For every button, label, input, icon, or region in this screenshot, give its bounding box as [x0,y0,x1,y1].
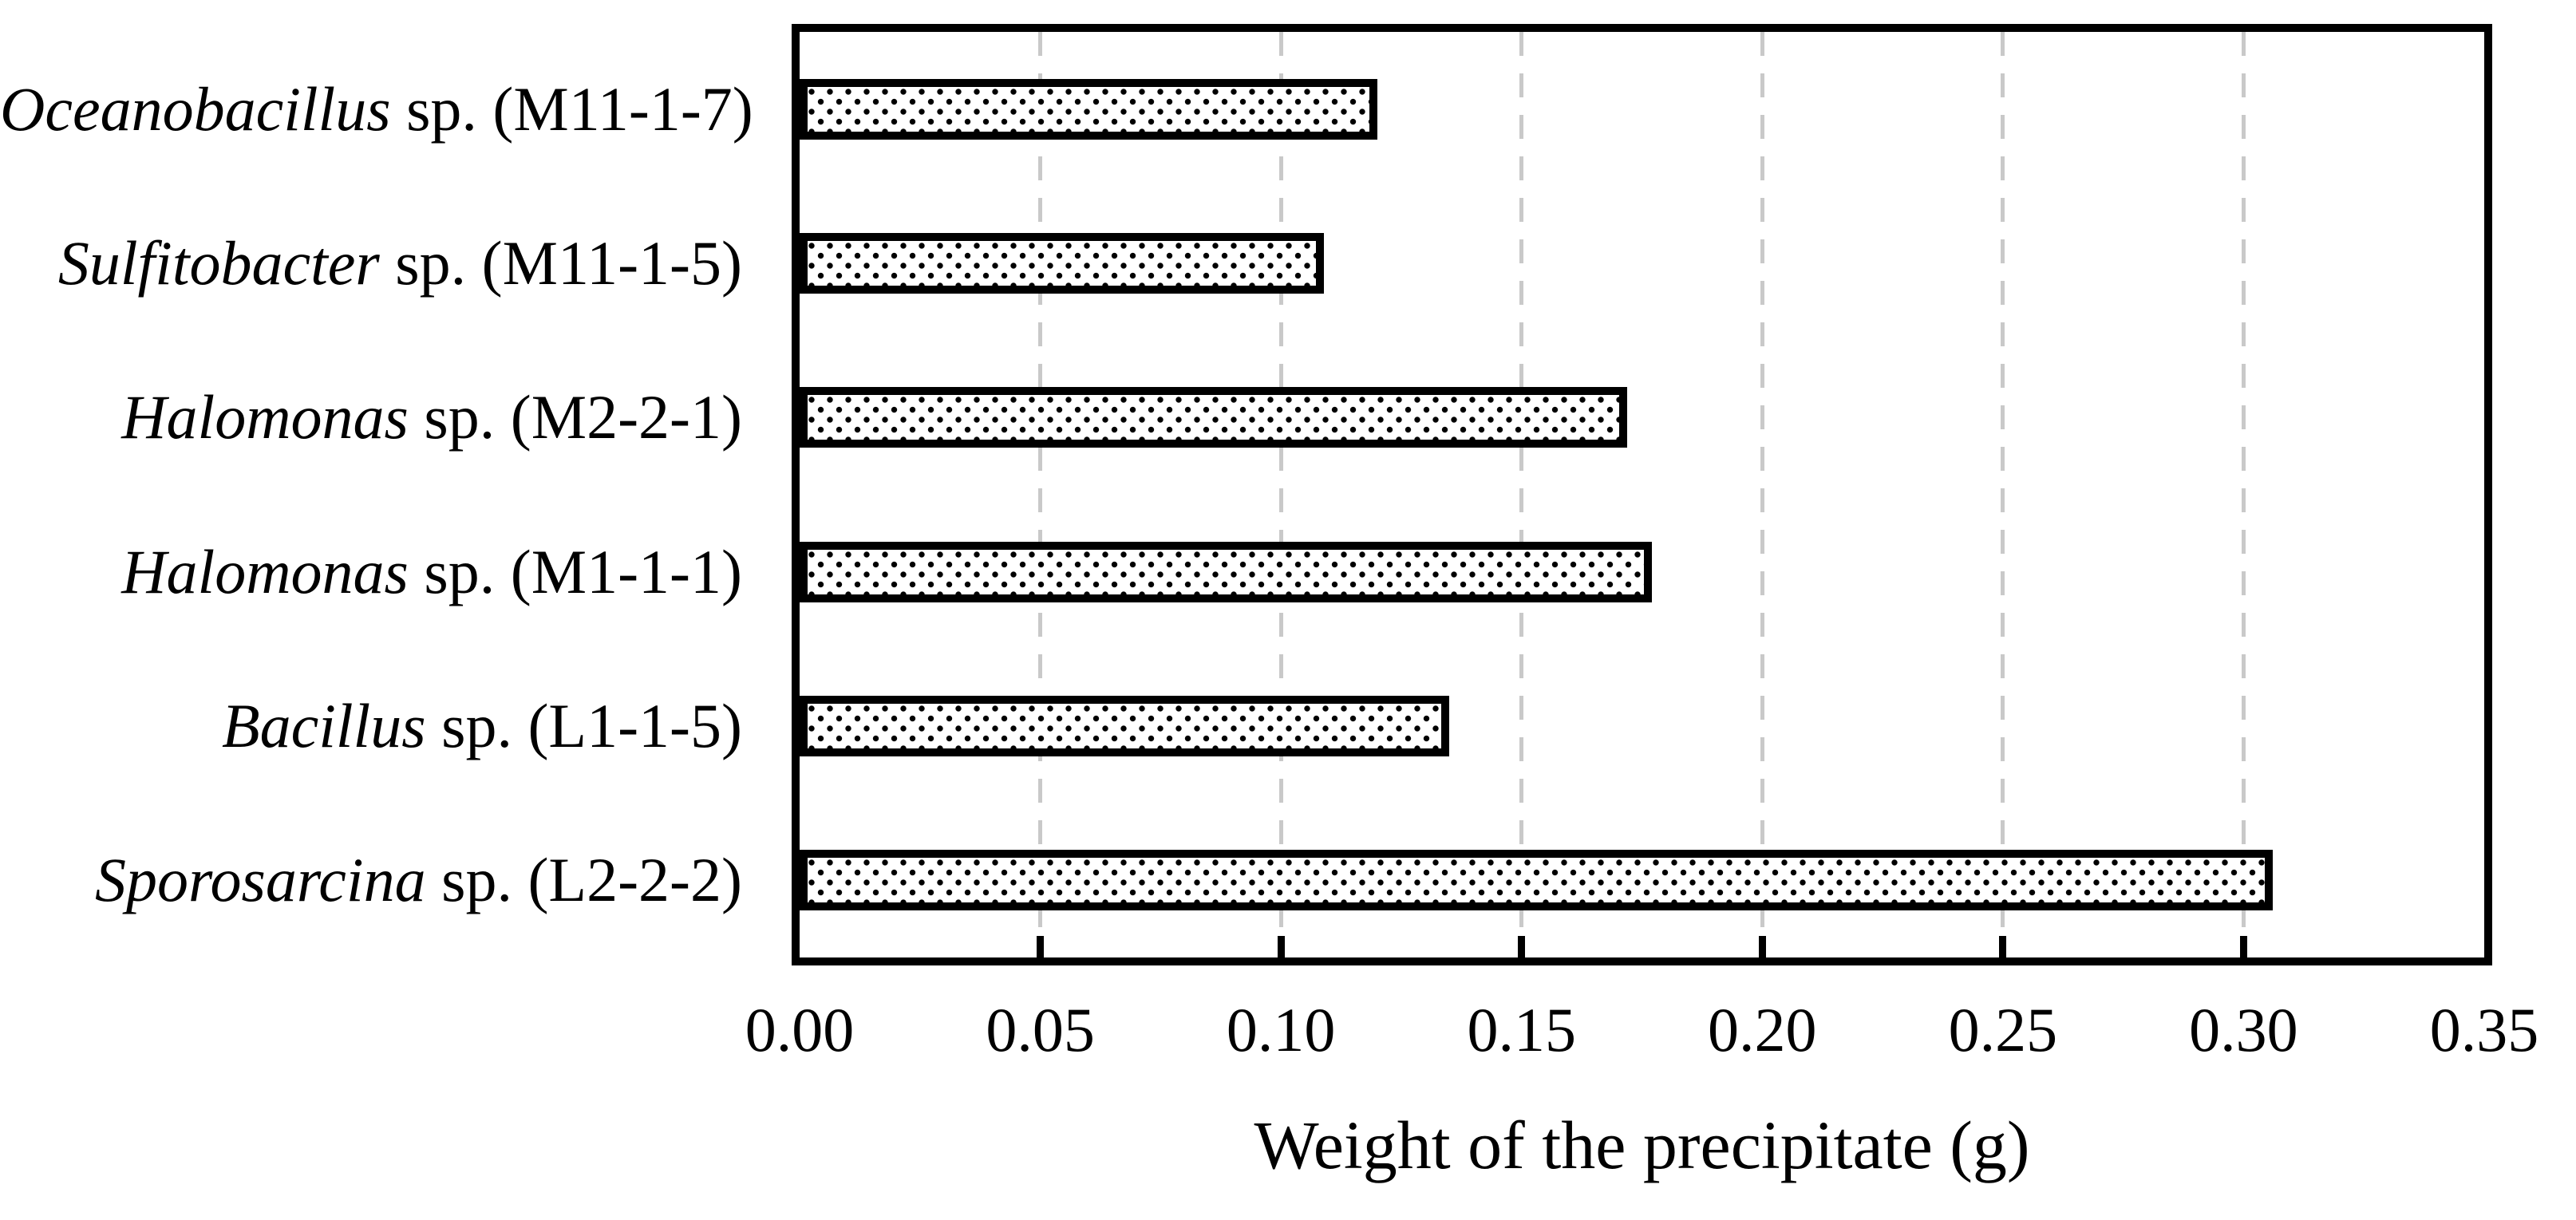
strain-code: sp. (M11-1-7) [390,73,753,144]
gridline-0.20 [1760,32,1764,957]
category-label: Oceanobacillus sp. (M11-1-7) [0,77,753,140]
x-tick-mark-0.05 [1037,936,1045,957]
strain-code: sp. (L2-2-2) [425,845,742,915]
x-tick-mark-0.25 [1999,936,2007,957]
bar-Bacillus sp. (L1-1-5) [800,696,1450,756]
gridline-0.05 [1038,32,1043,957]
bar-Sporosarcina sp. (L2-2-2) [800,850,2273,911]
genus-name: Oceanobacillus [0,73,391,144]
category-label: Halomonas sp. (M2-2-1) [0,386,742,448]
strain-code: sp. (M11-1-5) [379,228,742,298]
bar-Oceanobacillus sp. (M11-1-7) [800,78,1377,140]
genus-name: Sporosarcina [95,845,426,915]
genus-name: Bacillus [221,691,426,760]
x-tick-label-0.10: 0.10 [1226,995,1336,1064]
gridline-0.25 [2001,32,2005,957]
x-axis-title: Weight of the precipitate (g) [1254,1107,2030,1183]
category-label: Sporosarcina sp. (L2-2-2) [0,849,742,911]
genus-name: Sulfitobacter [57,228,380,298]
x-tick-label-0.05: 0.05 [986,995,1095,1064]
gridline-0.10 [1278,32,1283,957]
genus-name: Halomonas [121,382,409,452]
gridline-0.15 [1519,32,1524,957]
x-tick-label-0.35: 0.35 [2429,995,2539,1064]
strain-code: sp. (L1-1-5) [425,691,742,760]
bar-Halomonas sp. (M2-2-1) [800,387,1628,448]
x-tick-label-0.25: 0.25 [1948,995,2058,1064]
bar-Sulfitobacter sp. (M11-1-5) [800,233,1325,294]
x-tick-label-0.30: 0.30 [2189,995,2298,1064]
strain-code: sp. (M1-1-1) [408,536,742,606]
x-tick-label-0.00: 0.00 [745,995,855,1064]
genus-name: Halomonas [121,536,409,606]
plot-area [792,24,2492,965]
x-tick-label-0.20: 0.20 [1708,995,1817,1064]
x-tick-mark-0.20 [1758,936,1766,957]
category-label: Bacillus sp. (L1-1-5) [0,695,742,757]
x-tick-label-0.15: 0.15 [1467,995,1576,1064]
bar-Halomonas sp. (M1-1-1) [800,541,1652,602]
category-label: Halomonas sp. (M1-1-1) [0,540,742,603]
x-tick-mark-0.10 [1277,936,1285,957]
gridline-0.30 [2241,32,2246,957]
category-label: Sulfitobacter sp. (M11-1-5) [0,232,742,294]
strain-code: sp. (M2-2-1) [408,382,742,452]
x-tick-mark-0.30 [2239,936,2247,957]
x-tick-mark-0.15 [1518,936,1526,957]
